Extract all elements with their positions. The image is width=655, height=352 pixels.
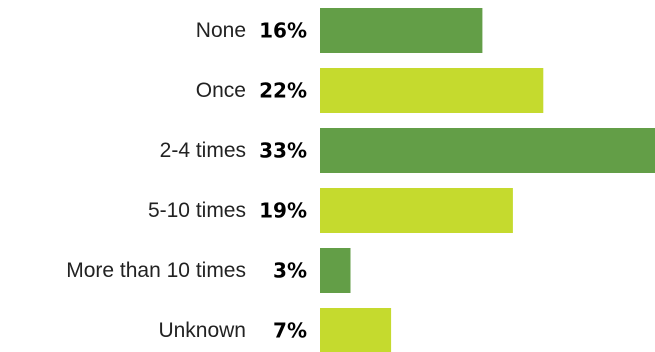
value-label-once: 22%	[259, 79, 307, 103]
bar-none	[320, 8, 483, 53]
bar-5-10-times	[320, 188, 513, 233]
category-label-unknown: Unknown	[158, 319, 246, 342]
bar-once	[320, 68, 544, 113]
bar-unknown	[320, 308, 392, 352]
category-label-more-than-10-times: More than 10 times	[66, 259, 246, 282]
bars-layer	[320, 8, 655, 352]
labels-layer: 16% None 22% Once 33% 2-4 times 19% 5-10 times 3…	[66, 19, 307, 343]
category-label-none: None	[196, 19, 246, 42]
value-label-5-10-times: 19%	[259, 199, 307, 223]
value-label-none: 16%	[259, 19, 307, 43]
category-label-once: Once	[196, 79, 246, 102]
bar-more-than-10-times	[320, 248, 351, 293]
category-label-5-10-times: 5-10 times	[148, 199, 246, 222]
bar-2-4-times	[320, 128, 655, 173]
category-label-2-4-times: 2-4 times	[160, 139, 246, 162]
value-label-2-4-times: 33%	[259, 139, 307, 163]
value-label-unknown: 7%	[273, 319, 307, 343]
value-label-more-than-10-times: 3%	[273, 259, 307, 283]
